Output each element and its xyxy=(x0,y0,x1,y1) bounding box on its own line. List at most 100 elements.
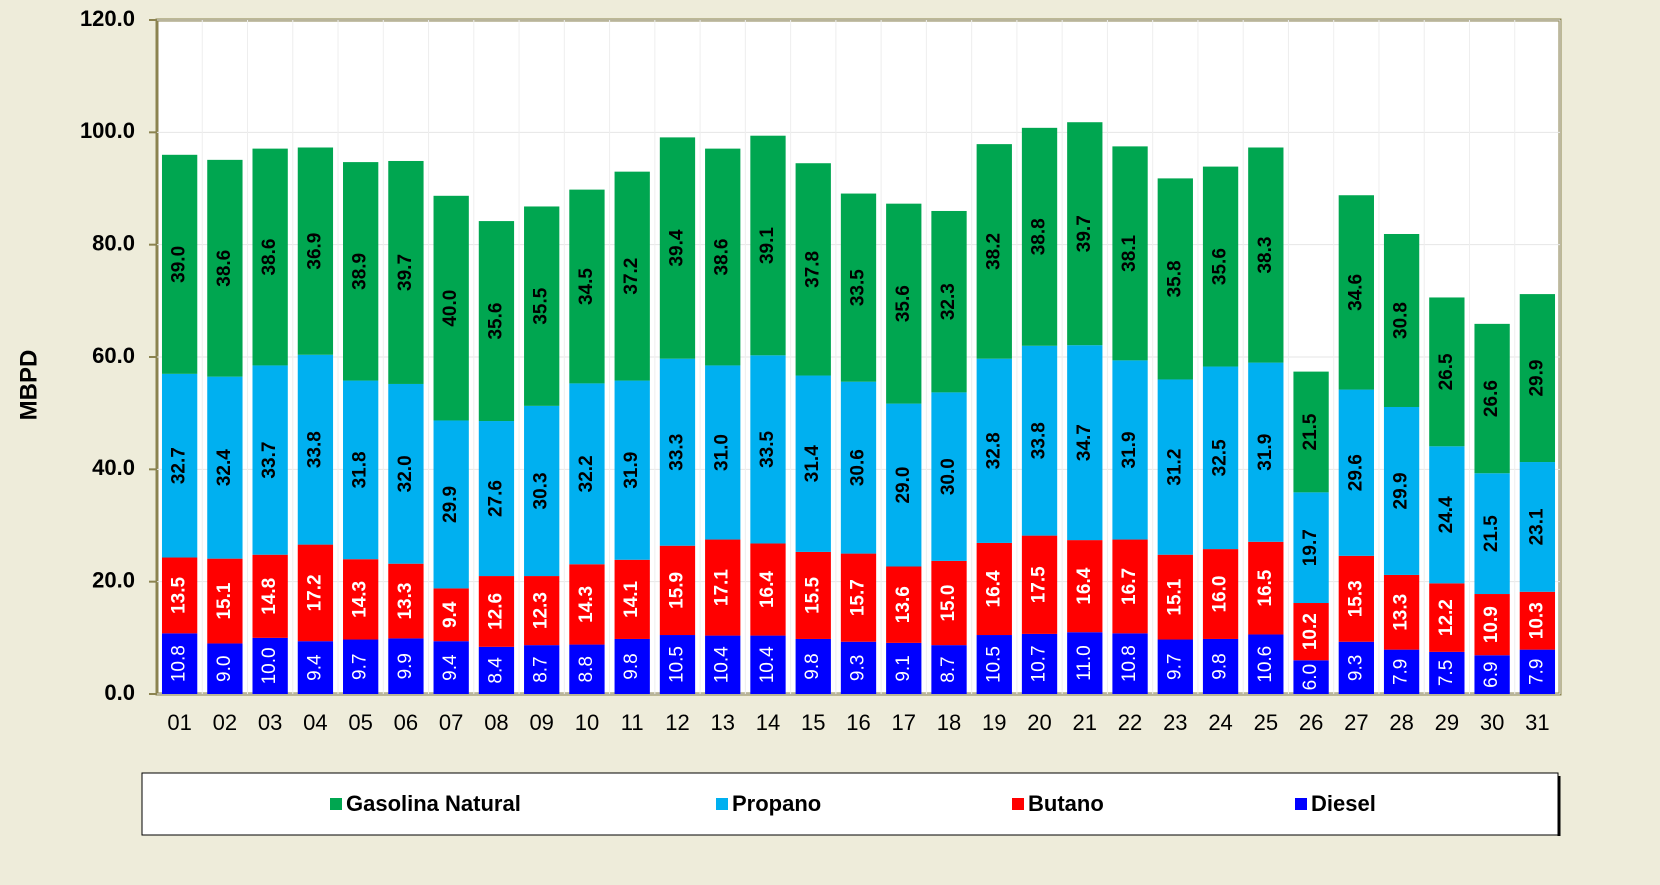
value-label: 16.4 xyxy=(757,571,778,608)
legend-swatch xyxy=(716,798,728,810)
value-label: 21.5 xyxy=(1300,413,1321,450)
bar-segment xyxy=(705,635,741,694)
value-label: 13.6 xyxy=(893,586,914,623)
x-tick-label: 17 xyxy=(892,710,916,735)
value-label: 9.0 xyxy=(214,656,235,682)
bar-segment xyxy=(659,635,696,694)
x-tick-label: 02 xyxy=(213,710,237,735)
value-label: 6.9 xyxy=(1481,661,1502,687)
value-label: 15.7 xyxy=(848,579,869,616)
x-tick-label: 24 xyxy=(1208,710,1232,735)
value-label: 39.0 xyxy=(169,246,190,283)
value-label: 9.7 xyxy=(350,654,371,680)
value-label: 33.5 xyxy=(848,269,869,306)
value-label: 10.6 xyxy=(1255,646,1276,683)
value-label: 17.2 xyxy=(304,574,325,611)
bar-segment xyxy=(1202,638,1239,694)
bar-segment xyxy=(1338,641,1374,694)
bar-segment xyxy=(1067,632,1103,694)
value-label: 31.8 xyxy=(350,451,371,488)
legend-swatch xyxy=(1295,798,1307,810)
value-label: 34.7 xyxy=(1074,424,1095,461)
bar-segment xyxy=(750,543,786,636)
value-label: 15.0 xyxy=(938,585,959,622)
legend-label: Propano xyxy=(732,791,821,816)
legend-label: Gasolina Natural xyxy=(346,791,521,816)
value-label: 31.9 xyxy=(1255,434,1276,471)
x-tick-label: 20 xyxy=(1027,710,1051,735)
x-tick-label: 26 xyxy=(1299,710,1323,735)
bar-segment xyxy=(931,392,967,561)
bar-segment xyxy=(795,638,831,694)
value-label: 15.9 xyxy=(666,572,687,609)
value-label: 31.2 xyxy=(1164,449,1185,486)
bar-segment xyxy=(161,154,198,374)
value-label: 35.5 xyxy=(531,287,552,324)
value-label: 14.8 xyxy=(259,578,280,615)
bar-segment xyxy=(1202,549,1239,639)
bar-segment xyxy=(614,380,650,560)
y-tick-label: 60.0 xyxy=(92,343,135,368)
x-tick-label: 03 xyxy=(258,710,282,735)
value-label: 16.7 xyxy=(1119,568,1140,605)
value-label: 24.4 xyxy=(1436,496,1457,533)
value-label: 38.3 xyxy=(1255,237,1276,274)
value-label: 9.4 xyxy=(440,654,461,681)
bar-segment xyxy=(1157,178,1193,380)
bar-segment xyxy=(931,210,967,393)
value-label: 10.9 xyxy=(1481,606,1502,643)
value-label: 13.3 xyxy=(395,583,416,620)
bar-segment xyxy=(1248,541,1284,635)
value-label: 15.1 xyxy=(1164,578,1185,615)
bar-segment xyxy=(795,551,831,639)
bar-segment xyxy=(1067,122,1103,346)
bar-segment xyxy=(1519,649,1556,694)
bar-segment xyxy=(1293,660,1329,694)
x-tick-label: 13 xyxy=(710,710,734,735)
value-label: 10.7 xyxy=(1029,645,1050,682)
value-label: 33.3 xyxy=(666,434,687,471)
bar-segment xyxy=(161,633,198,694)
x-tick-label: 18 xyxy=(937,710,961,735)
value-label: 34.6 xyxy=(1345,274,1366,311)
bar-segment xyxy=(1112,146,1148,361)
value-label: 16.0 xyxy=(1210,576,1231,613)
value-label: 19.7 xyxy=(1300,529,1321,566)
x-tick-label: 01 xyxy=(167,710,191,735)
bar-segment xyxy=(840,641,877,694)
bar-segment xyxy=(1021,345,1058,536)
x-tick-label: 23 xyxy=(1163,710,1187,735)
value-label: 8.4 xyxy=(485,657,506,684)
bar-segment xyxy=(1202,366,1239,550)
bar-segment xyxy=(1248,634,1284,694)
legend-label: Diesel xyxy=(1311,791,1376,816)
value-label: 7.9 xyxy=(1391,659,1412,685)
x-tick-label: 15 xyxy=(801,710,825,735)
value-label: 8.8 xyxy=(576,656,597,682)
bar-segment xyxy=(1474,594,1510,656)
value-label: 8.7 xyxy=(938,656,959,682)
bar-segment xyxy=(1519,294,1556,463)
bar-segment xyxy=(1474,323,1510,474)
x-tick-label: 28 xyxy=(1389,710,1413,735)
value-label: 31.9 xyxy=(1119,431,1140,468)
value-label: 16.5 xyxy=(1255,569,1276,606)
bar-segment xyxy=(1474,655,1510,694)
value-label: 7.5 xyxy=(1436,660,1457,686)
x-tick-label: 25 xyxy=(1254,710,1278,735)
value-label: 33.5 xyxy=(757,430,778,467)
bar-segment xyxy=(659,137,696,359)
value-label: 32.4 xyxy=(214,449,235,486)
bar-segment xyxy=(1338,555,1374,642)
bar-segment xyxy=(207,376,243,559)
bar-segment xyxy=(297,147,334,355)
bar-segment xyxy=(1338,389,1374,556)
value-label: 30.0 xyxy=(938,458,959,495)
value-label: 33.7 xyxy=(259,442,280,479)
value-label: 13.3 xyxy=(1391,594,1412,631)
value-label: 15.3 xyxy=(1345,580,1366,617)
value-label: 38.6 xyxy=(712,239,733,276)
value-label: 9.4 xyxy=(304,654,325,681)
value-label: 9.4 xyxy=(440,601,461,628)
value-label: 39.7 xyxy=(1074,215,1095,252)
